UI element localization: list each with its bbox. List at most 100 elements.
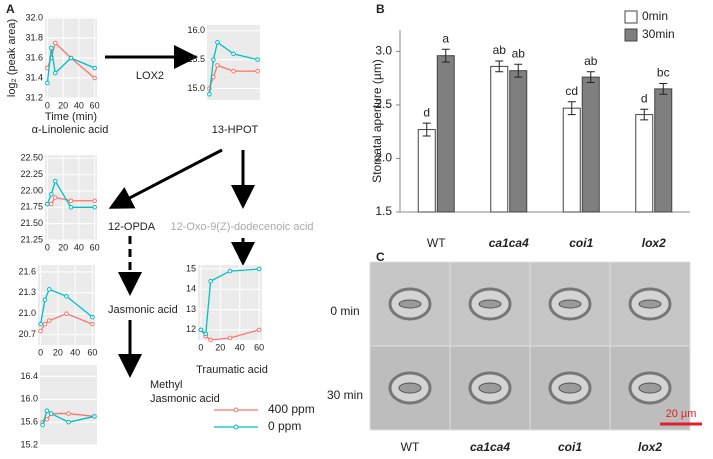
data-point [49,201,54,207]
stoma-pore [638,299,662,309]
plot-background [198,265,262,340]
data-point [52,178,58,184]
significance-letter: d [641,91,648,105]
y-tick-label: 16.4 [20,371,38,381]
bar [562,107,581,213]
panel-label: B [376,2,385,16]
y-axis-label: Stomatal aperture (µm) [370,59,384,183]
y-tick-label: 21.50 [20,218,43,228]
data-point [66,419,71,425]
y-tick-label: 20.7 [18,329,36,339]
data-point [45,201,50,207]
panel-label: C [376,250,385,264]
x-tick-label: 60 [90,100,100,110]
error-bar [659,83,668,95]
scale-label: 20 µm [666,408,697,420]
data-point [64,311,69,316]
data-point [256,327,262,333]
error-bar [422,122,431,137]
legend-swatch [624,28,638,42]
data-point [203,331,209,337]
bar [436,55,455,213]
data-point [90,314,95,320]
y-axis-label: log₂ (peak area) [6,19,18,97]
row-label: 0 min [330,304,359,318]
data-point [38,321,43,327]
legend-label: 400 ppm [268,402,315,416]
stoma-pore [558,299,582,309]
micrographs: 0 min 30 min WT ca1ca4 coi1 lox2 20 µm [327,261,702,454]
compound-label: α-Linolenic acid [32,124,109,136]
legend-swatch [233,407,239,413]
arrow [108,148,223,209]
x-tick-label: 0 [198,342,203,352]
data-point [46,287,52,292]
bar [490,65,509,213]
x-tick-label: lox2 [642,236,666,250]
error-bar [441,48,450,63]
x-tick-label: 0 [45,100,50,110]
data-point [227,335,233,341]
x-tick-label: 20 [53,347,63,357]
plot-background [40,365,97,445]
x-tick-label: 20 [58,100,68,110]
y-tick-label: 1.5 [375,204,392,218]
data-point [90,321,95,327]
bar [417,129,436,213]
x-tick-label: 40 [70,347,80,357]
y-tick-label: 16.0 [187,25,205,35]
x-tick-label: 0 [38,347,43,357]
y-tick-label: 21.25 [20,234,43,244]
error-bar [514,63,523,78]
legend-swatch [624,10,638,24]
significance-letter: ab [512,46,526,60]
stoma-pore [558,382,582,394]
bar [509,70,528,213]
data-point [215,63,220,68]
data-point [255,57,260,62]
y-tick-label: 15.5 [187,54,205,64]
stoma-pore [638,382,662,394]
plot-background [207,25,260,100]
compound-label: Methyl [150,379,182,391]
column-label: WT [401,440,420,454]
y-tick-label: 2.0 [375,151,392,165]
y-tick-label: 3.0 [375,44,392,58]
significance-letter: ab [584,54,598,68]
plot-background [45,155,97,240]
y-tick-label: 15.6 [20,417,38,427]
intermediate-label: 12-Oxo-9(Z)-dodecenoic acid [170,221,313,233]
x-tick-label: WT [427,236,446,250]
data-point [92,205,97,210]
y-tick-label: 21.0 [18,308,36,318]
x-tick-label: 20 [215,342,225,352]
data-point [92,75,97,81]
significance-letter: bc [657,66,670,80]
y-tick-label: 31.6 [25,52,43,62]
x-tick-label: 20 [58,242,68,252]
data-point [68,55,74,61]
data-point [49,45,54,51]
y-tick-label: 2.5 [375,97,392,111]
y-tick-label: 14 [186,284,196,294]
legend-label: 0 ppm [268,419,301,433]
data-point [208,337,213,343]
y-tick-label: 22.25 [20,169,43,179]
compound-label: 12-OPDA [108,221,156,233]
x-tick-label: ca1ca4 [489,236,529,250]
stoma-pore [398,382,422,394]
data-point [92,198,97,204]
plot-background [38,265,95,345]
data-point [40,422,45,428]
legend-label: 30min [642,27,675,41]
data-point [44,408,50,414]
compound-label: Traumatic acid [196,364,268,376]
y-tick-label: 32.0 [25,12,43,22]
y-tick-label: 31.4 [25,72,43,82]
data-point [198,327,204,333]
data-point [227,268,233,274]
y-tick-label: 15.0 [187,83,205,93]
error-bar [586,71,595,83]
data-point [48,411,54,416]
x-tick-label: 60 [87,347,97,357]
